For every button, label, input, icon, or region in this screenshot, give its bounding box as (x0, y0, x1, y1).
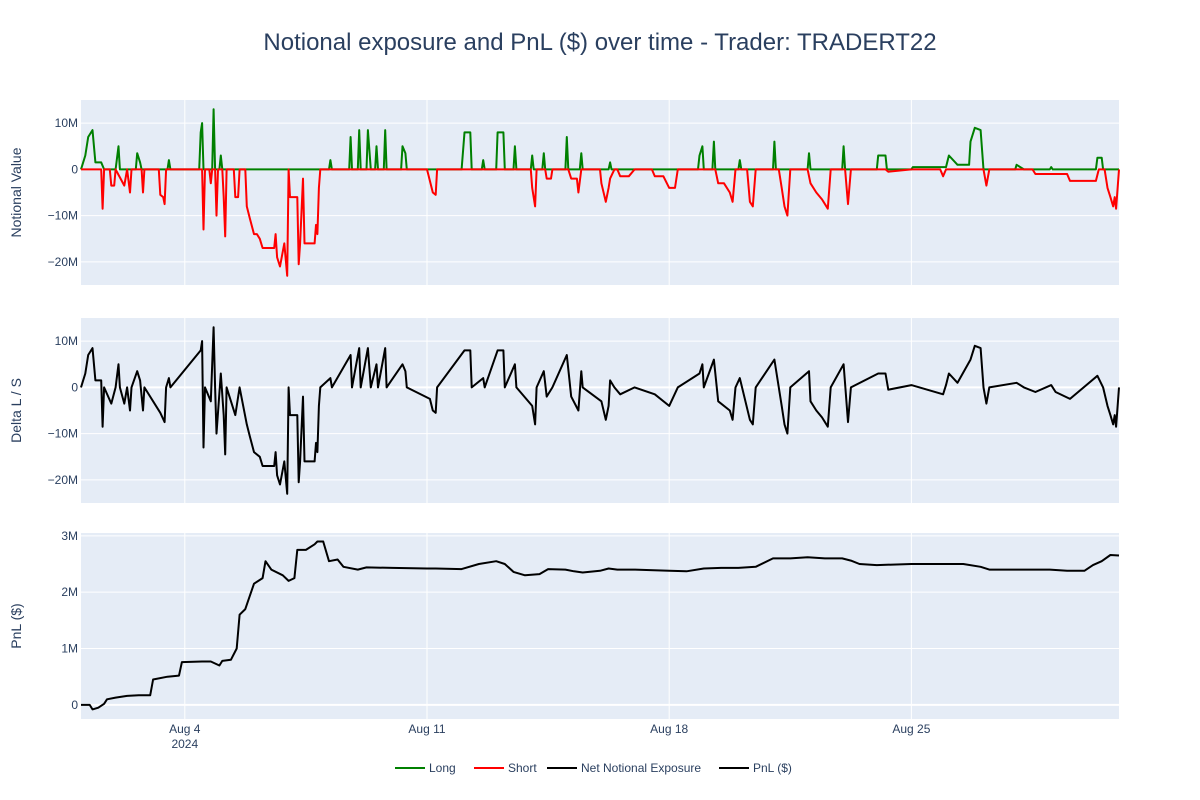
y-axis-label: Delta L / S (8, 378, 24, 443)
series-line-pnl (81, 540, 1120, 711)
x-axis: Aug 4 Aug 11 Aug 18 Aug 25 2024 (169, 722, 931, 751)
plot-background (81, 533, 1119, 719)
x-tick-label: Aug 4 (169, 722, 201, 736)
y-tick-label: 10M (55, 334, 78, 348)
legend-label: Net Notional Exposure (581, 761, 701, 775)
y-tick-label: 0 (71, 698, 78, 712)
y-tick-label: 10M (55, 116, 78, 130)
y-tick-label: −10M (48, 209, 78, 223)
legend-item-pnl[interactable]: PnL ($) (719, 761, 792, 775)
series-line-short (81, 168, 1120, 277)
y-tick-label: 0 (71, 380, 78, 394)
legend-item-short[interactable]: Short (474, 761, 537, 775)
y-tick-label: −10M (48, 427, 78, 441)
y-tick-label: 2M (61, 585, 78, 599)
y-tick-label: 3M (61, 529, 78, 543)
chart-title: Notional exposure and PnL ($) over time … (263, 29, 936, 56)
y-axis-label: Notional Value (8, 147, 24, 237)
y-tick-label: 1M (61, 642, 78, 656)
legend-label: Short (508, 761, 537, 775)
x-tick-label: Aug 25 (892, 722, 930, 736)
series-line-net-notional-exposure (80, 326, 1120, 495)
legend[interactable]: Long Short Net Notional Exposure PnL ($) (395, 761, 792, 775)
legend-item-net-notional-exposure[interactable]: Net Notional Exposure (547, 761, 701, 775)
y-tick-label: −20M (48, 473, 78, 487)
x-tick-label: Aug 18 (650, 722, 688, 736)
panel-delta-long-short: 10M 0 −10M −20M Delta L / S (8, 318, 1120, 503)
plot-background (81, 318, 1119, 503)
legend-label: PnL ($) (753, 761, 792, 775)
legend-item-long[interactable]: Long (395, 761, 456, 775)
panel-notional-value: 10M 0 −10M −20M Notional Value (8, 100, 1120, 285)
plot-background (81, 100, 1119, 285)
y-axis-label: PnL ($) (8, 603, 24, 648)
x-tick-year-label: 2024 (171, 737, 198, 751)
panel-pnl: 3M 2M 1M 0 PnL ($) (8, 529, 1120, 719)
y-tick-label: 0 (71, 162, 78, 176)
y-tick-label: −20M (48, 255, 78, 269)
x-tick-label: Aug 11 (408, 722, 445, 736)
legend-label: Long (429, 761, 456, 775)
